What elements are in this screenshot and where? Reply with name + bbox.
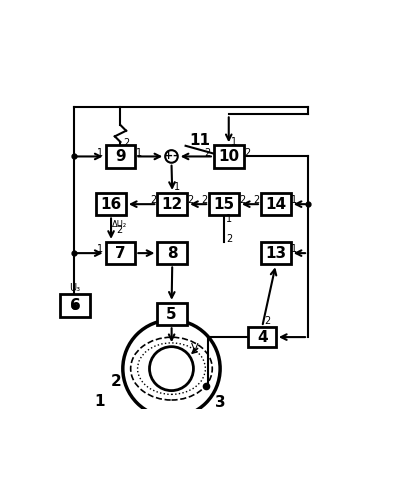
Circle shape (149, 346, 194, 391)
Text: 1: 1 (94, 394, 104, 409)
Text: 1: 1 (231, 137, 237, 147)
Bar (106, 145, 135, 168)
Text: 1: 1 (97, 148, 103, 158)
Circle shape (165, 150, 178, 162)
Bar (261, 193, 291, 216)
Text: 5: 5 (166, 306, 177, 322)
Text: 6: 6 (70, 298, 80, 313)
Text: 3: 3 (215, 395, 226, 410)
Text: 2: 2 (111, 374, 122, 388)
Text: 2: 2 (205, 148, 211, 158)
Bar (261, 242, 291, 264)
Text: 2: 2 (226, 234, 232, 243)
Bar (60, 294, 90, 317)
Text: 8: 8 (167, 246, 177, 260)
Text: 9: 9 (115, 149, 126, 164)
Text: U₃: U₃ (69, 283, 81, 293)
Bar (248, 327, 276, 347)
Bar (157, 302, 187, 326)
Text: 2: 2 (117, 225, 123, 235)
Bar (96, 193, 126, 216)
Bar (209, 193, 239, 216)
Text: 10: 10 (218, 149, 239, 164)
Text: 1: 1 (97, 244, 103, 254)
Text: 2: 2 (150, 196, 157, 205)
Text: 2: 2 (239, 196, 245, 205)
Text: -: - (173, 151, 177, 161)
Text: 2: 2 (244, 148, 251, 158)
Text: 13: 13 (265, 246, 286, 260)
Text: 4: 4 (257, 330, 267, 344)
Text: V: V (191, 343, 199, 353)
Text: +: + (163, 151, 173, 161)
Text: ΔU₂: ΔU₂ (112, 220, 128, 230)
Text: 16: 16 (100, 196, 122, 212)
Text: 2: 2 (187, 196, 194, 205)
Text: 1: 1 (292, 244, 298, 254)
Bar (157, 242, 187, 264)
Circle shape (123, 320, 220, 418)
Text: 14: 14 (265, 196, 286, 212)
Text: 1: 1 (174, 182, 180, 192)
Text: 1: 1 (226, 214, 232, 224)
Text: 15: 15 (213, 196, 234, 212)
Text: 7: 7 (115, 246, 126, 260)
Text: 11: 11 (189, 132, 210, 148)
Bar (157, 193, 187, 216)
Bar (106, 242, 135, 264)
Text: 2: 2 (202, 196, 208, 205)
Bar (214, 145, 244, 168)
Text: 12: 12 (162, 196, 183, 212)
Text: 2: 2 (123, 138, 129, 147)
Text: 2: 2 (265, 316, 271, 326)
Text: 1: 1 (136, 148, 142, 158)
Text: 2: 2 (254, 196, 260, 205)
Text: 1: 1 (292, 196, 298, 205)
